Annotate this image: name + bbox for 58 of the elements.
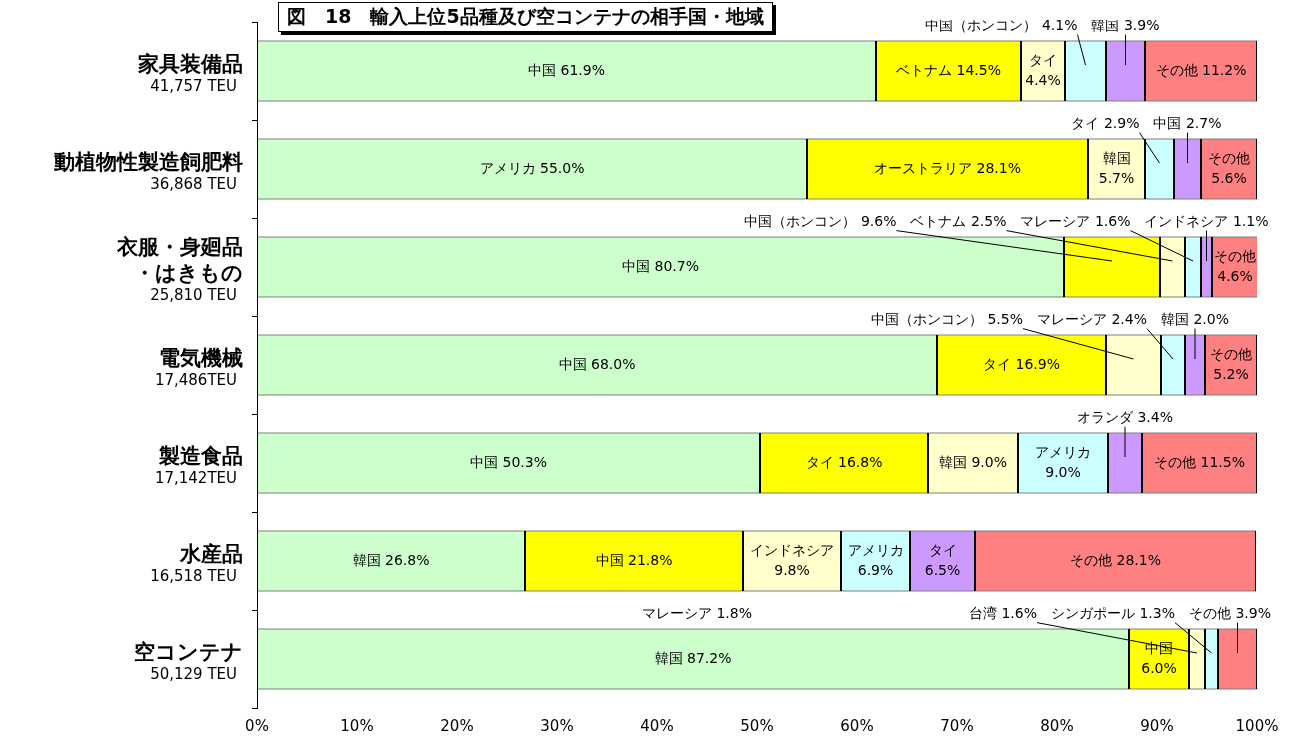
x-tick-label: 20% [440,716,474,735]
data-label: 中国 61.9% [528,61,605,78]
data-label: インドネシア 9.8% [750,541,834,578]
x-tick-label: 50% [740,716,774,735]
data-label: オーストラリア 28.1% [874,159,1021,176]
data-label: タイ 4.4% [1025,51,1061,88]
data-label: アメリカ 55.0% [479,159,585,176]
data-label: マレーシア 2.4% [1036,311,1147,328]
data-label: タイ 16.9% [983,355,1060,372]
data-label: その他 5.6% [1208,149,1250,186]
data-label: 台湾 1.6% [968,605,1037,622]
data-label: ベトナム 2.5% [910,213,1007,230]
data-label: シンガポール 1.3% [1050,605,1175,622]
x-tick-label: 70% [940,716,974,735]
data-label: オランダ 3.4% [1076,409,1174,426]
data-label: インドネシア 1.1% [1144,213,1269,230]
data-label: その他 11.2% [1155,61,1247,78]
data-label: タイ 16.8% [805,453,883,470]
data-label: 韓国 9.0% [938,453,1008,470]
data-label: 中国 2.7% [1153,115,1222,132]
data-label: 韓国 26.8% [352,551,430,568]
data-label: タイ 6.5% [924,541,961,578]
data-label: マレーシア 1.6% [1020,213,1131,230]
x-tick-label: 80% [1040,716,1074,735]
data-label: 韓国 5.7% [1098,149,1135,186]
data-label: その他 3.9% [1188,605,1272,622]
y-tick-label: 家具装備品 41,757 TEU [137,52,243,95]
x-tick-label: 30% [540,716,574,735]
data-label: その他 5.2% [1210,345,1252,382]
data-label: 中国 80.7% [622,257,699,274]
x-tick-label: 40% [640,716,674,735]
y-tick-label: 動植物性製造飼肥料 36,868 TEU [53,150,243,193]
data-label: 中国 21.8% [595,551,673,568]
x-tick-label: 0% [245,716,269,735]
y-tick-label: 衣服・身廻品・はきもの 25,810 TEU [116,235,243,304]
x-tick-label: 10% [340,716,374,735]
data-label: アメリカ 6.9% [847,541,904,578]
x-tick-label: 100% [1235,716,1279,735]
data-label: 中国（ホンコン） 9.6% [744,213,897,230]
data-label: ベトナム 14.5% [896,61,1001,78]
data-label: 中国（ホンコン） 5.5% [870,311,1023,328]
data-label: 中国 68.0% [558,355,636,372]
data-label: 韓国 87.2% [654,649,732,666]
x-tick-label: 60% [840,716,874,735]
y-tick-label: 製造食品 17,142TEU [154,444,243,487]
data-label: その他 11.5% [1154,453,1245,470]
y-tick-label: 水産品 16,518 TEU [150,542,243,585]
data-label: アメリカ 9.0% [1035,443,1091,480]
data-label: タイ 2.9% [1071,115,1140,132]
chart-title: 図 18 輸入上位5品種及び空コンテナの相手国・地域 [278,2,773,32]
data-label: 中国 50.3% [470,453,547,470]
data-label: その他 28.1% [1070,551,1161,568]
y-tick-label: 電気機械 17,486TEU [154,346,243,389]
data-label: 韓国 2.0% [1160,311,1230,328]
y-tick-label: 空コンテナ 50,129 TEU [134,640,243,683]
data-label: その他 4.6% [1214,247,1256,284]
annotation: マレーシア 1.8% [641,605,753,622]
x-tick-label: 90% [1140,716,1174,735]
